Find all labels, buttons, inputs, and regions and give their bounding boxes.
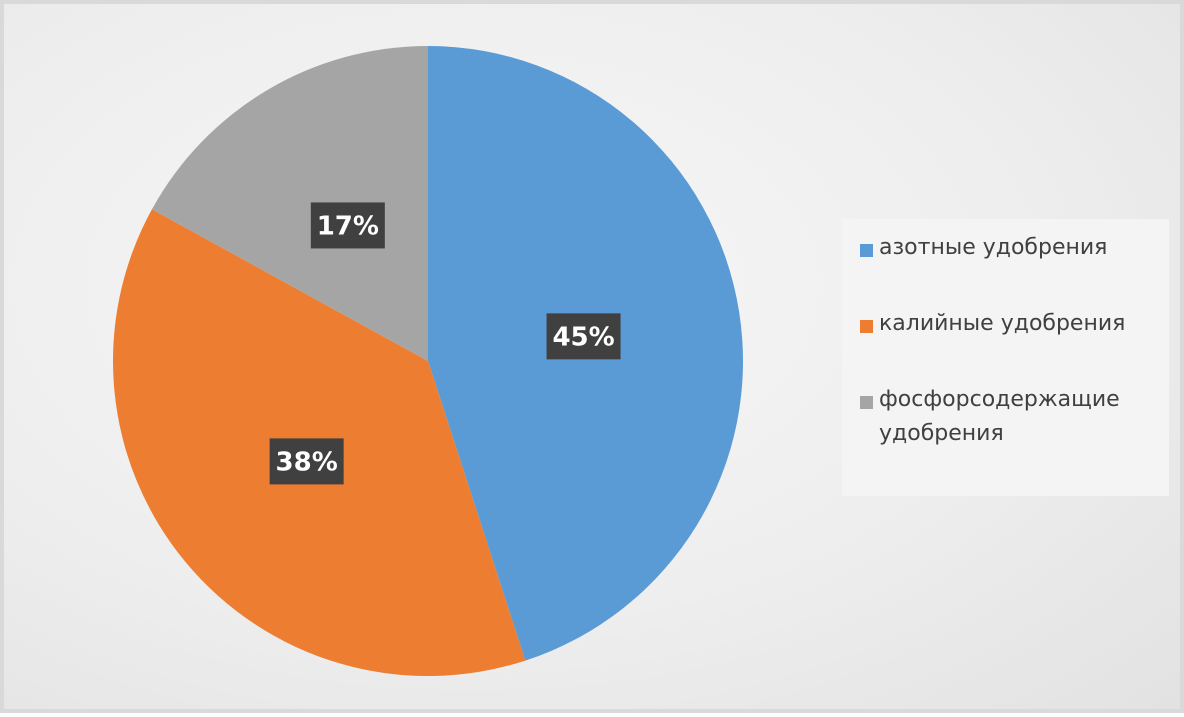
- data-label-box: [310, 202, 385, 249]
- data-label: 45%: [552, 322, 614, 352]
- legend-swatch: [860, 396, 873, 409]
- legend: азотные удобрения калийные удобрения фосфо…: [842, 219, 1169, 496]
- legend-swatch: [860, 320, 873, 333]
- data-label-box: [546, 313, 621, 360]
- legend-label: фосфорсодержащие удобрения: [879, 387, 1120, 446]
- pie-area: 45% 38% 17%: [112, 46, 744, 677]
- legend-item: азотные удобрения: [860, 235, 1169, 265]
- data-label: 17%: [317, 211, 379, 241]
- data-label-box: [269, 438, 344, 485]
- legend-swatch: [860, 244, 873, 257]
- legend-item: фосфорсодержащие удобрения: [860, 387, 1169, 451]
- legend-item: калийные удобрения: [860, 311, 1169, 341]
- pie-slice: [151, 46, 429, 361]
- legend-label: калийные удобрения: [879, 311, 1126, 336]
- data-label: 38%: [276, 447, 338, 477]
- legend-label: азотные удобрения: [879, 235, 1108, 260]
